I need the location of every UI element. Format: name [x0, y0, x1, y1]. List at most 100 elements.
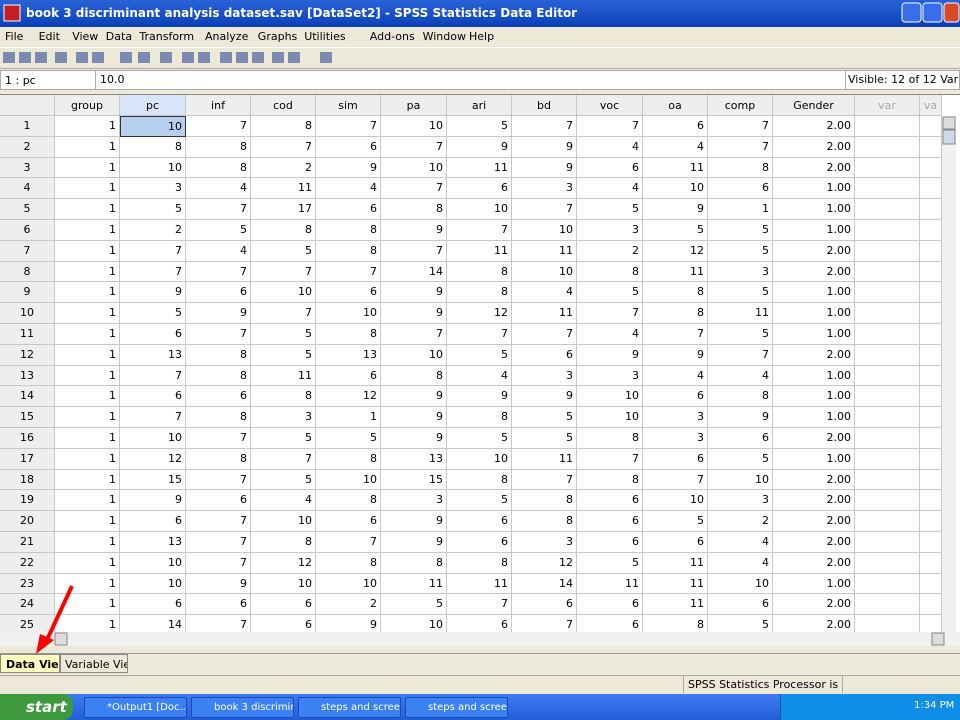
empty-cell[interactable] [855, 490, 920, 512]
menu-item[interactable]: Edit [38, 30, 60, 43]
data-cell[interactable]: 5 [316, 428, 381, 449]
empty-cell[interactable] [920, 428, 942, 449]
row-header[interactable]: 17 [0, 448, 55, 470]
data-cell[interactable]: 11 [643, 552, 708, 574]
data-cell[interactable]: 9 [708, 407, 773, 428]
empty-cell[interactable] [855, 407, 920, 428]
data-cell[interactable]: 1 [55, 261, 120, 283]
empty-cell[interactable] [920, 594, 942, 616]
row-header[interactable]: 21 [0, 532, 55, 553]
empty-cell[interactable] [855, 344, 920, 366]
data-cell[interactable]: 6 [577, 594, 643, 616]
data-cell[interactable]: 1.00 [773, 199, 855, 220]
data-cell[interactable]: 2 [120, 220, 186, 241]
data-cell[interactable]: 8 [316, 324, 381, 345]
data-cell[interactable]: 7 [251, 303, 316, 324]
data-cell[interactable]: 3 [708, 261, 773, 283]
data-cell[interactable]: 12 [120, 448, 186, 470]
data-cell[interactable]: 6 [186, 490, 251, 512]
data-cell[interactable]: 7 [577, 116, 643, 137]
data-cell[interactable]: 4 [447, 365, 512, 387]
row-header[interactable]: 6 [0, 220, 55, 241]
empty-cell[interactable] [920, 116, 942, 137]
data-cell[interactable]: 5 [251, 428, 316, 449]
data-cell[interactable]: 7 [120, 407, 186, 428]
data-cell[interactable]: 4 [643, 365, 708, 387]
column-header[interactable]: var [855, 95, 920, 116]
data-cell[interactable]: 3 [708, 490, 773, 512]
data-cell[interactable]: 10 [643, 178, 708, 200]
data-cell[interactable]: 5 [708, 240, 773, 262]
menu-item[interactable]: Transform [139, 30, 195, 43]
empty-cell[interactable] [855, 282, 920, 304]
data-cell[interactable]: 11 [512, 303, 577, 324]
data-cell[interactable]: 4 [708, 552, 773, 574]
data-cell[interactable]: 11 [512, 240, 577, 262]
data-cell[interactable]: 10 [512, 220, 577, 241]
data-cell[interactable]: 5 [708, 324, 773, 345]
data-cell[interactable]: 12 [512, 552, 577, 574]
data-cell[interactable]: 11 [447, 157, 512, 179]
empty-cell[interactable] [855, 261, 920, 283]
data-cell[interactable]: 13 [120, 344, 186, 366]
data-cell[interactable]: 4 [577, 136, 643, 158]
menu-item[interactable]: Utilities [304, 30, 346, 43]
data-cell[interactable]: 10 [447, 448, 512, 470]
row-header[interactable]: 9 [0, 282, 55, 304]
data-cell[interactable]: 3 [577, 220, 643, 241]
data-cell[interactable]: 3 [577, 365, 643, 387]
data-cell[interactable]: 8 [447, 282, 512, 304]
data-cell[interactable]: 1.00 [773, 386, 855, 408]
data-cell[interactable]: 2.00 [773, 136, 855, 158]
data-cell[interactable]: 9 [316, 157, 381, 179]
data-cell[interactable]: 8 [316, 220, 381, 241]
data-cell[interactable]: 7 [512, 116, 577, 137]
data-cell[interactable]: 6 [512, 344, 577, 366]
data-cell[interactable]: 7 [186, 261, 251, 283]
row-header[interactable]: 12 [0, 344, 55, 366]
data-cell[interactable]: 8 [186, 407, 251, 428]
data-cell[interactable]: 5 [447, 116, 512, 137]
data-cell[interactable]: 5 [251, 469, 316, 491]
menu-item[interactable]: Data [105, 30, 133, 43]
data-cell[interactable]: 8 [186, 448, 251, 470]
data-cell[interactable]: 1.00 [773, 573, 855, 595]
data-cell[interactable]: 6 [316, 365, 381, 387]
data-cell[interactable]: 2.00 [773, 532, 855, 553]
empty-cell[interactable] [920, 199, 942, 220]
data-cell[interactable]: 10 [577, 386, 643, 408]
data-cell[interactable]: 10 [316, 469, 381, 491]
column-header[interactable]: Gender [773, 95, 855, 116]
data-cell[interactable]: 2 [251, 157, 316, 179]
data-cell[interactable]: 13 [381, 448, 447, 470]
empty-cell[interactable] [855, 157, 920, 179]
menu-item[interactable]: View [72, 30, 99, 43]
empty-cell[interactable] [920, 552, 942, 574]
data-cell[interactable]: 5 [447, 490, 512, 512]
column-header[interactable]: voc [577, 95, 643, 116]
data-cell[interactable]: 1.00 [773, 448, 855, 470]
data-cell[interactable]: 8 [381, 199, 447, 220]
taskbar-item[interactable]: steps and scree... [298, 697, 401, 718]
maximize[interactable] [922, 2, 943, 23]
data-cell[interactable]: 1 [55, 386, 120, 408]
row-header[interactable]: 24 [0, 594, 55, 616]
data-cell[interactable]: 5 [577, 199, 643, 220]
data-cell[interactable]: 9 [120, 490, 186, 512]
data-cell[interactable]: 10 [708, 573, 773, 595]
data-cell[interactable]: 5 [447, 344, 512, 366]
empty-cell[interactable] [855, 136, 920, 158]
empty-cell[interactable] [920, 157, 942, 179]
empty-cell[interactable] [855, 511, 920, 532]
data-cell[interactable]: 8 [708, 386, 773, 408]
data-cell[interactable]: 7 [186, 199, 251, 220]
data-cell[interactable]: 1 [55, 178, 120, 200]
data-cell[interactable]: 10 [120, 116, 186, 137]
data-cell[interactable]: 4 [251, 490, 316, 512]
data-cell[interactable]: 1 [55, 324, 120, 345]
data-cell[interactable]: 5 [577, 552, 643, 574]
data-cell[interactable]: 1 [55, 511, 120, 532]
row-header[interactable]: 22 [0, 552, 55, 574]
data-cell[interactable]: 6 [708, 594, 773, 616]
menu-item[interactable]: Graphs [257, 30, 298, 43]
